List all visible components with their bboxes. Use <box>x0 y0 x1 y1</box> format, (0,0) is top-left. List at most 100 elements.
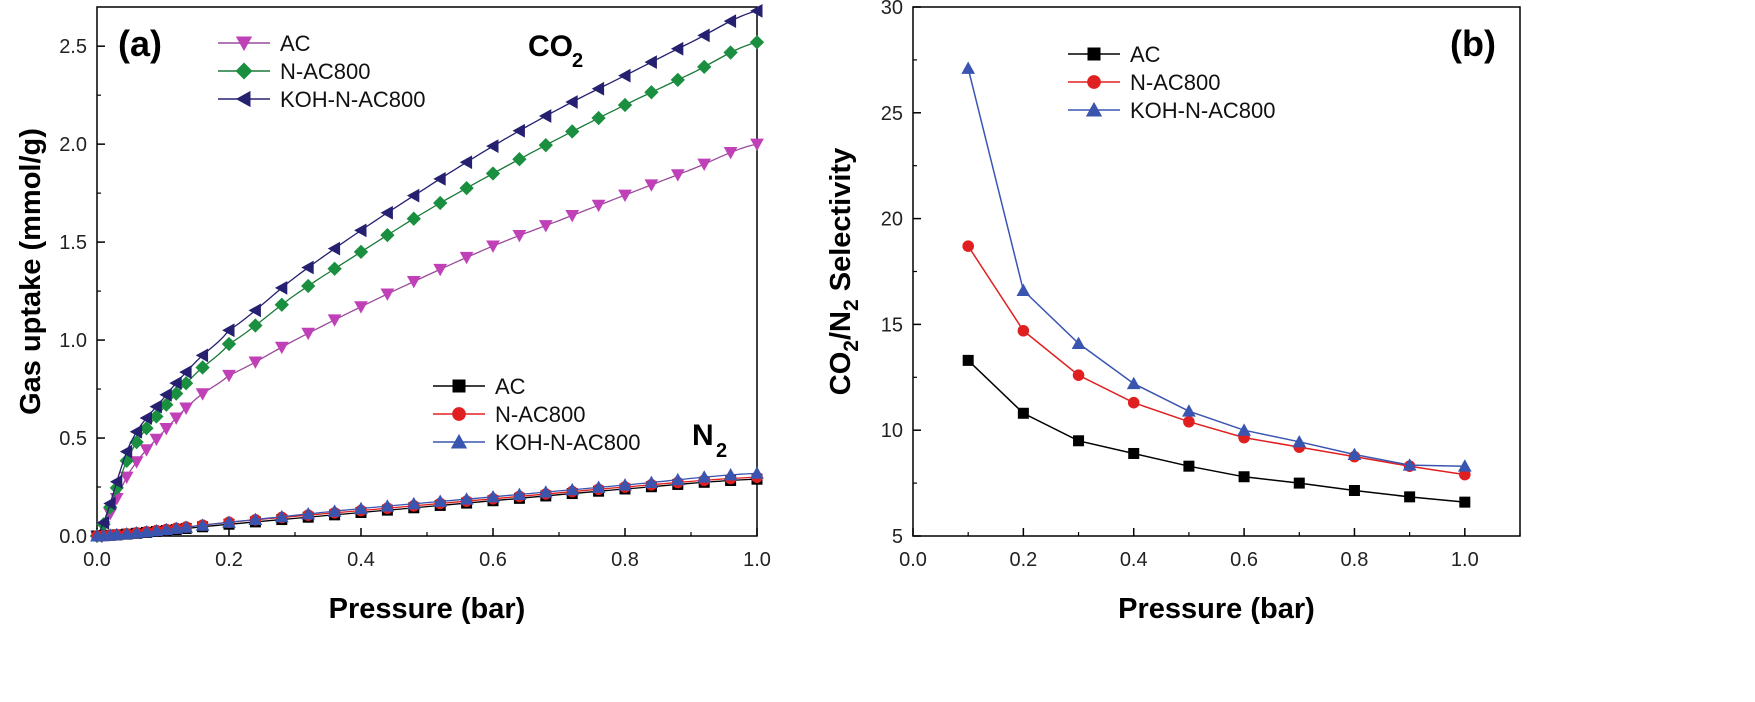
panel-a-data-point <box>149 409 164 424</box>
panel-a-data-point <box>565 482 580 496</box>
panel-a-y-tick-label: 1.0 <box>59 330 87 352</box>
panel-a-gas-uptake-chart: 0.0 0.2 0.4 0.6 0.8 1.0 0.0 0.5 1.0 1.5 2.0 2.5 Pres… <box>15 4 771 625</box>
panel-a-data-point <box>512 123 525 138</box>
panel-a-data-point <box>159 387 172 402</box>
legend-label: N-AC800 <box>280 59 370 84</box>
n2-annotation-subscript: 2 <box>716 440 727 462</box>
panel-a-data-point <box>670 72 685 88</box>
panel-a-data-point <box>591 199 606 213</box>
panel-a-data-point <box>459 155 473 170</box>
panel-a-data-point <box>119 471 134 484</box>
panel-a-series-co2-n-ac800 <box>89 35 765 544</box>
panel-a-data-point <box>591 110 606 126</box>
panel-b-data-point <box>1457 459 1472 472</box>
n2-annotation: N <box>692 419 714 452</box>
panel-a-label: (a) <box>118 23 162 64</box>
panel-a-data-point <box>750 138 764 152</box>
panel-a-data-point <box>129 424 143 439</box>
panel-b-x-tick-label: 0.8 <box>1341 549 1369 571</box>
panel-a-data-point <box>169 521 184 534</box>
panel-a-plot-frame <box>96 6 758 537</box>
panel-a-data-point <box>248 318 263 333</box>
panel-a-data-point <box>222 515 236 528</box>
panel-a-data-point <box>301 260 314 275</box>
panel-a-y-tick-label: 2.5 <box>59 36 87 58</box>
panel-b-data-point <box>1182 404 1196 417</box>
panel-b-data-point <box>1128 447 1140 459</box>
panel-a-data-point <box>723 468 738 481</box>
panel-a-data-point <box>565 209 580 223</box>
panel-a-data-point <box>750 4 763 18</box>
panel-b-series-n-ac800 <box>962 240 1471 481</box>
panel-a-data-point <box>354 301 368 314</box>
panel-a-series-n2-koh-n-ac800 <box>90 466 764 542</box>
panel-a-data-point <box>221 336 237 352</box>
panel-a-data-point <box>301 327 316 341</box>
panel-b-data-point <box>1072 369 1085 381</box>
panel-b-data-point <box>1073 435 1085 447</box>
panel-a-data-point <box>139 411 152 425</box>
panel-a-data-point <box>274 281 288 295</box>
panel-a-data-point <box>274 509 289 523</box>
panel-a-data-point <box>644 55 657 70</box>
panel-a-data-point <box>512 230 527 243</box>
panel-b-data-point <box>1183 460 1195 472</box>
co2-annotation: CO <box>528 30 573 63</box>
panel-b-y-tick-label: 10 <box>881 420 903 442</box>
panel-a-data-point <box>697 158 712 171</box>
panel-b-series-line <box>967 68 1465 467</box>
panel-a-data-point <box>618 189 632 202</box>
panel-b-y-tick-label: 30 <box>881 0 903 19</box>
panel-b-y-tick-label: 25 <box>881 103 903 125</box>
panel-a-x-tick-label: 0.4 <box>347 549 375 571</box>
panel-b-x-tick-label: 0.6 <box>1230 549 1258 571</box>
panel-b-x-tick-label: 1.0 <box>1451 549 1479 571</box>
panel-b-label: (b) <box>1450 23 1496 64</box>
panel-b-data-point <box>1183 415 1195 428</box>
panel-a-data-point <box>380 205 393 220</box>
panel-a-data-point <box>129 456 144 469</box>
panel-a-data-point <box>406 496 421 510</box>
panel-a-data-point <box>159 522 174 536</box>
panel-a-y-tick-label: 2.0 <box>59 134 87 156</box>
legend-label: N-AC800 <box>1130 70 1220 95</box>
panel-a-y-tick-label: 0.0 <box>59 526 87 548</box>
panel-a-data-point <box>723 14 737 28</box>
panel-a-x-axis-title: Pressure (bar) <box>329 593 526 625</box>
panel-a-data-point <box>195 388 210 401</box>
panel-a-data-point <box>354 223 367 238</box>
panel-b-data-point <box>1127 396 1140 409</box>
panel-a-data-point <box>327 241 341 256</box>
panel-b-data-point <box>961 61 976 74</box>
panel-a-series-line <box>96 41 758 537</box>
panel-a-data-point <box>486 240 500 253</box>
legend-marker <box>235 90 251 108</box>
panel-a-data-point <box>617 97 633 113</box>
panel-a-data-point <box>618 478 632 491</box>
panel-a-data-point <box>565 124 580 139</box>
panel-b-y-axis-title: CO2/N2 Selectivity <box>825 148 863 395</box>
panel-a-data-point <box>565 95 578 109</box>
panel-a-data-point <box>697 28 710 43</box>
panel-b-y-tick-label: 5 <box>892 526 903 548</box>
panel-a-data-point <box>486 489 500 503</box>
panel-a-data-point <box>459 492 474 505</box>
panel-a-legend-co2: AC N-AC800 KOH-N-AC800 <box>218 31 425 112</box>
panel-a-data-point <box>723 147 738 160</box>
panel-a-data-point <box>433 195 448 211</box>
legend-label: N-AC800 <box>495 402 585 427</box>
panel-b-y-tick-label: 15 <box>881 314 903 336</box>
panel-b-series-koh-n-ac800 <box>961 61 1472 472</box>
panel-a-data-point <box>195 360 210 375</box>
panel-a-data-point <box>109 527 124 541</box>
panel-a-data-point <box>380 499 395 512</box>
panel-a-data-point <box>697 59 712 74</box>
legend-label: AC <box>1130 42 1161 67</box>
panel-a-data-point <box>433 494 448 507</box>
panel-a-data-point <box>327 261 342 276</box>
panel-b-series-line <box>967 245 1465 476</box>
panel-b-data-point <box>962 354 974 366</box>
panel-a-data-point <box>169 386 184 401</box>
panel-a-data-point <box>644 179 659 192</box>
